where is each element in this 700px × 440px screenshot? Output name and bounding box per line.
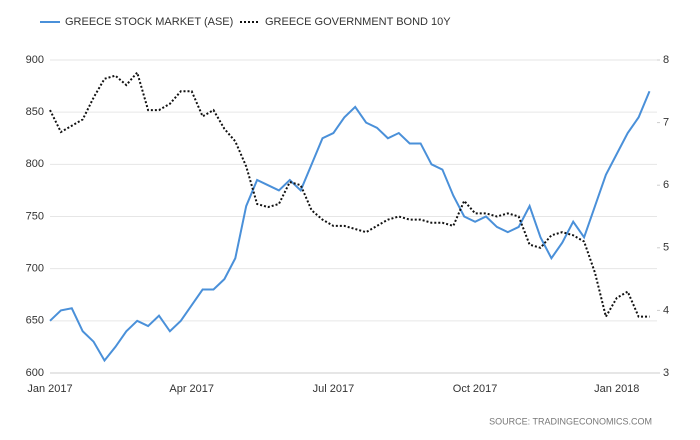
y-tick-label: 750 xyxy=(26,210,44,222)
y2-tick-label: 8 xyxy=(663,54,669,66)
legend-label: GREECE STOCK MARKET (ASE) xyxy=(65,16,233,28)
x-tick-label: Jan 2017 xyxy=(27,383,72,395)
source-note: SOURCE: TRADINGECONOMICS.COM xyxy=(489,416,652,426)
y-tick-label: 650 xyxy=(26,315,44,327)
y2-tick-label: 7 xyxy=(663,117,669,129)
y-tick-label: 600 xyxy=(26,367,44,379)
y-tick-label: 850 xyxy=(26,106,44,118)
x-tick-label: Jul 2017 xyxy=(313,383,355,395)
y-tick-label: 700 xyxy=(26,263,44,275)
x-tick-label: Oct 2017 xyxy=(453,383,498,395)
y2-tick-label: 3 xyxy=(663,367,669,379)
y2-tick-label: 6 xyxy=(663,179,669,191)
y2-tick-label: 5 xyxy=(663,242,669,254)
series-line xyxy=(49,90,651,363)
series-line xyxy=(49,70,650,320)
x-tick-label: Apr 2017 xyxy=(169,383,214,395)
y-tick-label: 800 xyxy=(26,158,44,170)
legend-label: GREECE GOVERNMENT BOND 10Y xyxy=(265,16,451,28)
y2-tick-label: 4 xyxy=(663,304,669,316)
y-tick-label: 900 xyxy=(26,54,44,66)
x-tick-label: Jan 2018 xyxy=(594,383,639,395)
